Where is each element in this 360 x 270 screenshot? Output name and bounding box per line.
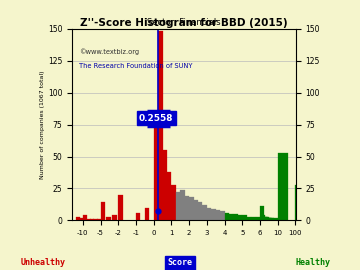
Bar	[167, 172, 171, 220]
Bar	[263, 217, 268, 220]
Text: 0.2558: 0.2558	[139, 114, 173, 123]
Bar	[256, 217, 260, 220]
Bar	[207, 208, 211, 220]
Bar	[180, 190, 185, 220]
Bar	[267, 218, 271, 220]
Bar	[273, 218, 278, 220]
Text: Healthy: Healthy	[296, 258, 331, 267]
Bar	[264, 217, 269, 220]
Bar	[107, 217, 111, 220]
Bar	[176, 192, 180, 220]
Bar	[229, 214, 233, 220]
Bar	[189, 197, 194, 220]
Bar	[158, 31, 162, 220]
Bar	[220, 211, 225, 220]
Y-axis label: Number of companies (1067 total): Number of companies (1067 total)	[40, 70, 45, 179]
Bar	[185, 196, 189, 220]
Text: Sector: Financials: Sector: Financials	[147, 18, 221, 27]
Bar	[162, 150, 167, 220]
Bar	[83, 215, 87, 220]
Bar	[242, 215, 247, 220]
Bar	[261, 215, 265, 220]
Bar	[233, 214, 238, 220]
Bar	[216, 210, 220, 220]
Bar	[145, 208, 149, 220]
Bar	[269, 218, 273, 220]
Bar	[202, 205, 207, 220]
Bar	[238, 215, 242, 220]
Bar	[262, 217, 267, 220]
Bar	[90, 219, 94, 220]
Bar	[86, 219, 91, 220]
Bar	[118, 195, 123, 220]
Text: Unhealthy: Unhealthy	[21, 258, 66, 267]
Bar	[265, 218, 270, 220]
Bar	[97, 219, 102, 220]
Bar	[198, 202, 202, 220]
Bar	[136, 213, 140, 220]
Bar	[225, 213, 229, 220]
Bar	[79, 218, 84, 220]
Bar	[270, 218, 274, 220]
Bar	[268, 218, 272, 220]
Bar	[154, 124, 158, 220]
Title: Z''-Score Histogram for BBD (2015): Z''-Score Histogram for BBD (2015)	[80, 18, 288, 28]
Bar	[94, 219, 98, 220]
Bar	[76, 217, 80, 220]
Bar	[112, 215, 117, 220]
Bar	[211, 209, 216, 220]
Text: The Research Foundation of SUNY: The Research Foundation of SUNY	[79, 63, 192, 69]
Bar	[278, 153, 288, 220]
Bar	[194, 200, 198, 220]
Bar	[100, 202, 105, 220]
Bar	[296, 185, 306, 220]
Bar	[260, 206, 264, 220]
Bar	[247, 217, 251, 220]
Bar	[171, 185, 176, 220]
Bar	[251, 217, 256, 220]
Text: Score: Score	[167, 258, 193, 267]
Text: ©www.textbiz.org: ©www.textbiz.org	[79, 48, 139, 55]
